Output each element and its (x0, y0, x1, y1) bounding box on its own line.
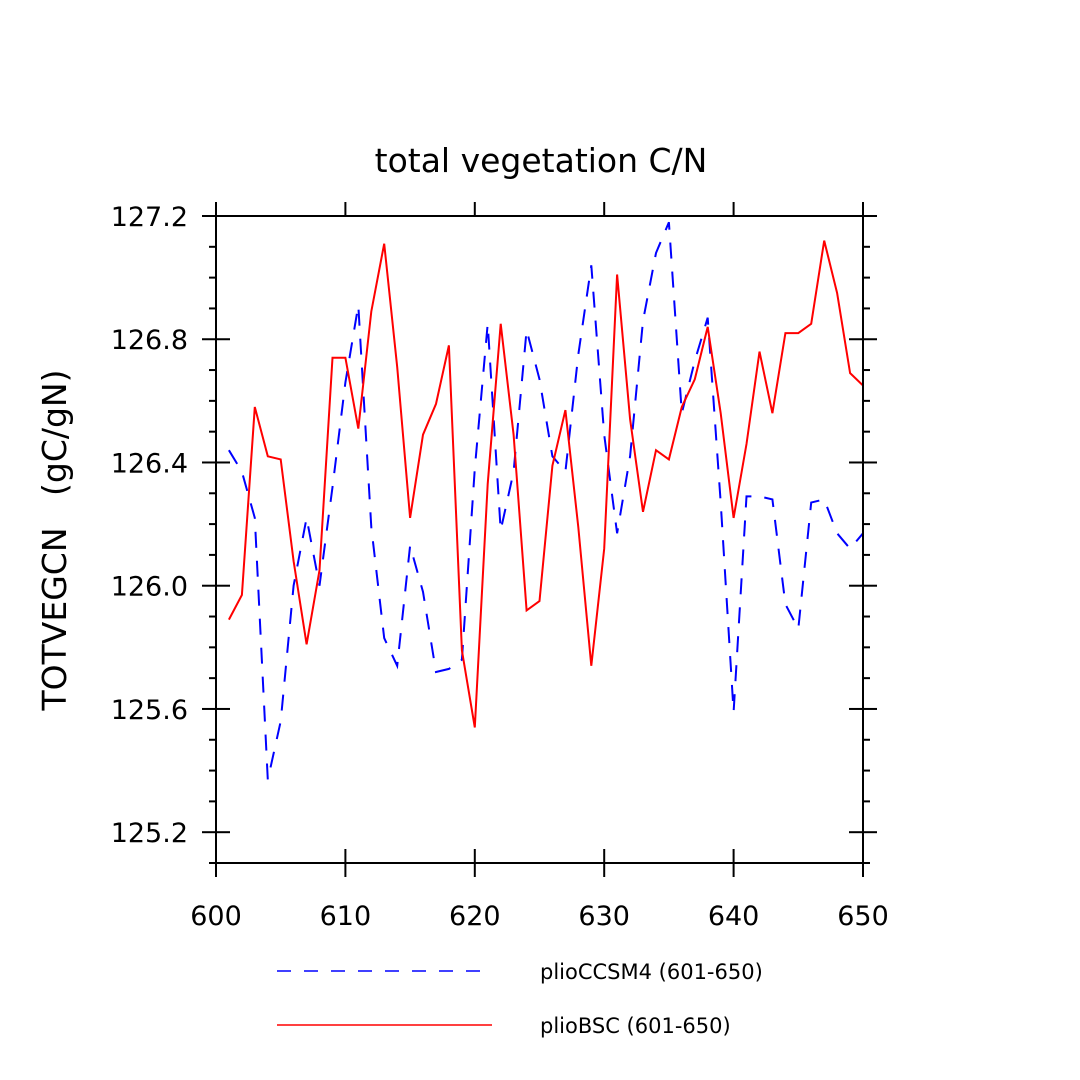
series-layer (228, 221, 864, 781)
x-tick-label: 620 (449, 901, 501, 932)
y-tick-label: 126.4 (111, 448, 188, 479)
x-tick-label: 640 (708, 901, 760, 932)
plot-frame (215, 215, 864, 864)
axis-tick-labels: 600 610 620 630 640 650 125.2 125.6 126.0 126.4 12… (111, 202, 889, 932)
x-tick-label: 630 (578, 901, 630, 932)
legend-label-1: plioCCSM4 (601-650) (540, 960, 763, 984)
legend: plioCCSM4 (601-650) plioBSC (601-650) (277, 960, 763, 1038)
y-tick-label: 126.0 (111, 572, 188, 603)
x-tick-label: 650 (837, 901, 889, 932)
x-tick-label: 610 (320, 901, 372, 932)
series-line-1 (228, 221, 864, 781)
y-tick-label: 125.2 (111, 818, 188, 849)
y-axis-label: TOTVEGCN (gC/gN) (35, 370, 74, 712)
chart-title: total vegetation C/N (375, 141, 708, 180)
y-tick-label: 127.2 (111, 202, 188, 233)
y-tick-label: 125.6 (111, 695, 188, 726)
x-tick-label: 600 (190, 901, 242, 932)
legend-label-2: plioBSC (601-650) (540, 1014, 731, 1038)
series-line-2 (228, 240, 864, 728)
y-tick-label: 126.8 (111, 325, 188, 356)
axis-ticks (202, 202, 877, 877)
